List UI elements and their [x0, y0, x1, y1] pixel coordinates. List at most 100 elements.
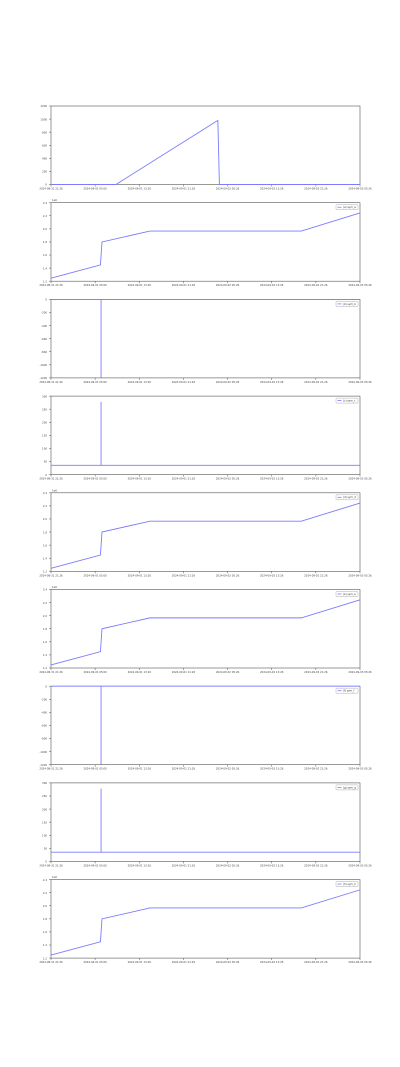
y-tick-label: 1.2: [43, 956, 47, 960]
x-tick-label: 2024-09-01 21:26: [172, 863, 196, 867]
y-tick-label: 200: [42, 170, 47, 174]
x-tick-label: 2024-09-02 05:26: [216, 960, 240, 964]
y-tick-label: 1.6: [43, 930, 47, 934]
x-tick-label: 2024-09-03 05:26: [348, 573, 372, 577]
y-tick-label: 2.2: [43, 504, 47, 508]
x-tick-label: 2024-08-31 21:26: [39, 767, 63, 771]
x-tick-label: 2024-09-01 13:26: [128, 863, 152, 867]
y-tick-label: 250: [42, 794, 47, 798]
x-tick-label: 2024-09-01 13:26: [128, 573, 152, 577]
x-tick-label: 2024-09-01 05:00: [83, 960, 107, 964]
legend-box: [335, 397, 359, 404]
y-tick-label: -1200: [39, 763, 47, 767]
x-tick-label: 2024-09-03 05:26: [348, 380, 372, 384]
y-tick-label: 0: [45, 298, 47, 302]
plot-frame: [50, 685, 361, 766]
y-tick-label: 2.4: [43, 878, 47, 882]
x-tick-label: 2024-09-02 13:26: [260, 670, 284, 674]
y-offset-label: 1e6: [52, 198, 57, 202]
x-tick-label: 2024-09-03 05:26: [348, 187, 372, 191]
y-tick-label: -1200: [39, 376, 47, 380]
y-tick-label: -1000: [39, 750, 47, 754]
y-tick-label: 100: [42, 833, 47, 837]
y-tick-label: 2.2: [43, 601, 47, 605]
y-tick-label: 1.8: [43, 240, 47, 244]
y-tick-label: -600: [41, 337, 47, 341]
series-line: [50, 502, 361, 569]
plot-frame: [50, 492, 361, 572]
legend-label: (a) sym_a: [343, 205, 356, 209]
legend-label: (b) sym_b: [343, 302, 356, 306]
x-tick-label: 2024-09-02 13:26: [260, 187, 284, 191]
y-tick-label: 2.0: [43, 517, 47, 521]
y-tick-label: 600: [42, 143, 47, 147]
chart-panel-7: -1200 -1000 -800 -600 -400 -200 0 2024-08-31 21…: [39, 684, 372, 770]
y-tick-label: 2.0: [43, 614, 47, 618]
y-tick-label: 2.4: [43, 491, 47, 495]
y-tick-label: 200: [42, 807, 47, 811]
x-tick-label: 2024-09-03 05:26: [348, 863, 372, 867]
x-tick-label: 2024-09-01 05:00: [83, 477, 107, 481]
x-tick-label: 2024-09-01 05:00: [83, 670, 107, 674]
x-tick-label: 2024-09-01 13:26: [128, 477, 152, 481]
y-tick-label: 1.4: [43, 653, 47, 657]
x-tick-label: 2024-09-02 21:26: [304, 670, 328, 674]
x-tick-label: 2024-09-02 13:26: [260, 863, 284, 867]
legend-label: (h) sym_h: [343, 882, 356, 886]
chart-panel-8: 0 50 100 150 200 250 300 2024-08-31 21:26 2024-0…: [39, 781, 372, 867]
x-tick-label: 2024-09-02 05:26: [216, 187, 240, 191]
y-offset-label: 1e6: [52, 488, 57, 492]
x-tick-label: 2024-08-31 21:26: [39, 960, 63, 964]
x-tick-label: 2024-09-02 13:26: [260, 767, 284, 771]
x-tick-label: 2024-09-02 21:26: [304, 380, 328, 384]
x-tick-label: 2024-09-01 13:26: [128, 283, 152, 287]
x-tick-label: 2024-09-01 05:00: [83, 187, 107, 191]
x-tick-label: 2024-09-02 05:26: [216, 573, 240, 577]
plot-frame: [50, 879, 361, 959]
x-tick-label: 2024-09-02 13:26: [260, 283, 284, 287]
plot-frame: [50, 202, 361, 282]
x-tick-label: 2024-09-01 21:26: [172, 573, 196, 577]
y-tick-label: 1.8: [43, 530, 47, 534]
x-tick-label: 2024-09-01 05:00: [83, 283, 107, 287]
y-tick-label: 50: [44, 847, 48, 851]
chart-panel-9: 1.2 1.4 1.6 1.8 2.0 2.2 2.4 2024-08-31 21:26 202…: [39, 875, 372, 964]
y-tick-label: 1.2: [43, 279, 47, 283]
y-tick-label: 1.2: [43, 570, 47, 574]
x-tick-label: 2024-09-02 05:26: [216, 863, 240, 867]
chart-panel-3: -1200 -1000 -800 -600 -400 -200 0 2024-08-31 21…: [39, 298, 372, 384]
y-offset-label: 1e6: [52, 585, 57, 589]
y-tick-label: 1.4: [43, 943, 47, 947]
x-tick-label: 2024-09-03 05:26: [348, 960, 372, 964]
y-tick-label: 150: [42, 434, 47, 438]
x-tick-label: 2024-09-02 13:26: [260, 477, 284, 481]
x-tick-label: 2024-09-03 05:26: [348, 767, 372, 771]
legend-box: [335, 494, 359, 500]
y-tick-label: 100: [42, 447, 47, 451]
x-tick-label: 2024-09-03 05:26: [348, 477, 372, 481]
legend-box: [335, 881, 359, 887]
x-tick-label: 2024-09-02 13:26: [260, 960, 284, 964]
y-tick-label: 1200: [40, 104, 47, 108]
series-line: [51, 298, 360, 378]
legend-box: [335, 784, 359, 791]
series-line: [51, 401, 360, 466]
legend-label: (d) sym_d: [343, 495, 356, 499]
y-tick-label: 800: [42, 130, 47, 134]
x-tick-label: 2024-08-31 21:26: [39, 380, 63, 384]
x-tick-label: 2024-09-02 21:26: [304, 283, 328, 287]
x-tick-label: 2024-09-01 13:26: [128, 767, 152, 771]
x-tick-label: 2024-08-31 21:26: [39, 187, 63, 191]
x-tick-label: 2024-08-31 21:26: [39, 573, 63, 577]
y-tick-label: 1.6: [43, 640, 47, 644]
x-tick-label: 2024-09-01 13:26: [128, 960, 152, 964]
x-tick-label: 2024-08-31 21:26: [39, 670, 63, 674]
y-tick-label: 2.4: [43, 588, 47, 592]
series-line: [50, 889, 361, 956]
y-tick-label: 400: [42, 157, 47, 161]
x-tick-label: 2024-09-01 21:26: [172, 477, 196, 481]
legend-label: (e) sym_e: [343, 592, 356, 596]
x-tick-label: 2024-09-01 05:00: [83, 767, 107, 771]
y-tick-label: 250: [42, 407, 47, 411]
